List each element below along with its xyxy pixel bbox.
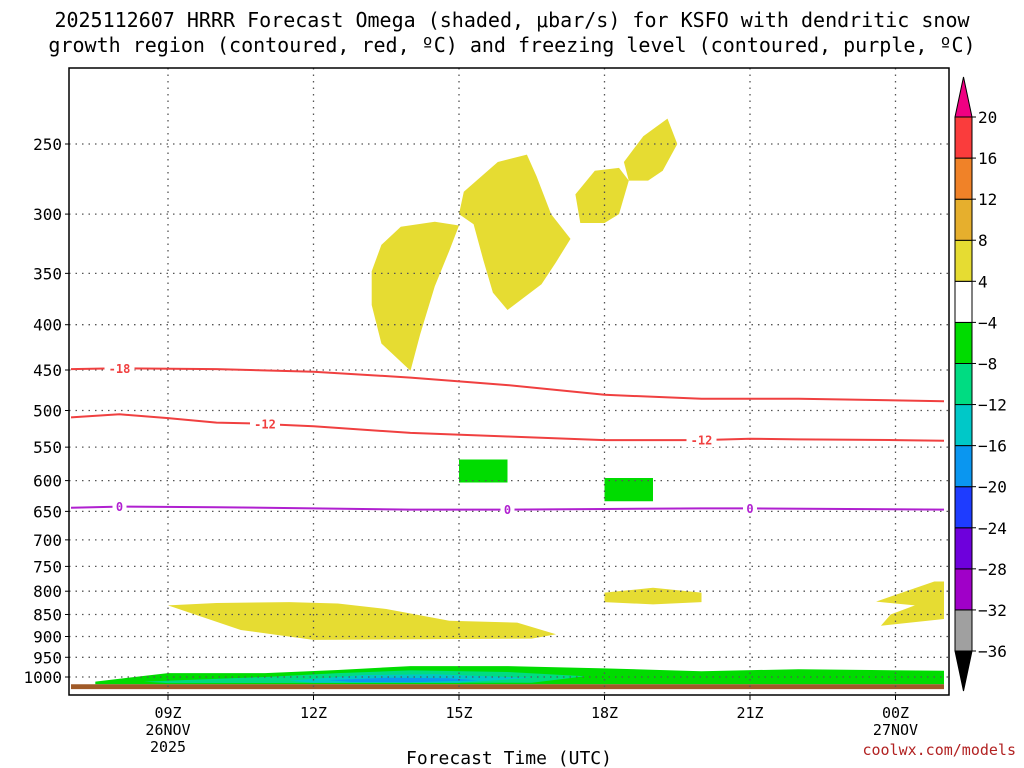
chart-title-line1: 2025112607 HRRR Forecast Omega (shaded, …: [54, 8, 970, 32]
shaded-region-1: [459, 154, 571, 310]
colorbar-label-10: −24: [978, 519, 1007, 538]
shaded-region-2: [575, 167, 629, 223]
contour-label-3-0: 0: [116, 500, 123, 514]
colorbar-segment-5: [954, 404, 973, 447]
colorbar-segment-10: [954, 198, 973, 241]
colorbar-label-6: −8: [978, 354, 997, 373]
shaded-region-4: [168, 602, 556, 640]
colorbar-segment-0: [954, 609, 973, 652]
colorbar-label-11: −28: [978, 560, 1007, 579]
colorbar-label-5: −4: [978, 313, 997, 332]
x-tick-label-21Z: 21Z: [736, 704, 763, 722]
y-tick-label-600: 600: [33, 472, 62, 491]
x-axis-label: Forecast Time (UTC): [406, 748, 612, 768]
pressure-axis: 250 300 350 400 450 500 550 600 650 700 750 800 850 9…: [23, 135, 69, 687]
credit-text: coolwx.com/models: [862, 741, 1016, 759]
y-tick-label-900: 900: [33, 627, 62, 646]
y-tick-label-850: 850: [33, 606, 62, 625]
colorbar-label-9: −20: [978, 478, 1007, 497]
colorbar-segment-11: [954, 157, 973, 200]
x-tick-date-00Z: 27NOV: [873, 721, 918, 739]
colorbar-segment-7: [954, 321, 973, 364]
colorbar-segment-9: [954, 239, 973, 282]
y-tick-label-300: 300: [33, 205, 62, 224]
y-tick-label-950: 950: [33, 648, 62, 667]
y-tick-label-800: 800: [33, 582, 62, 601]
shaded-region-6: [876, 581, 944, 626]
temperature-contours: -18 -12 -12 0 0 0: [70, 361, 945, 517]
x-tick-date-09Z: 26NOV: [145, 721, 190, 739]
colorbar-label-0: 20: [978, 108, 997, 127]
y-tick-label-450: 450: [33, 361, 62, 380]
colorbar-label-7: −12: [978, 396, 1007, 415]
y-tick-label-350: 350: [33, 264, 62, 283]
colorbar-top-arrow: [954, 76, 973, 118]
colorbar-segment-3: [954, 486, 973, 529]
colorbar-label-1: 16: [978, 149, 997, 168]
y-tick-label-750: 750: [33, 557, 62, 576]
x-tick-label-09Z: 09Z: [154, 704, 181, 722]
colorbar-segment-1: [954, 568, 973, 611]
pressure-gridlines: [69, 68, 949, 695]
shaded-region-13: [71, 684, 944, 690]
contour-label-2-0: -12: [691, 434, 713, 448]
y-tick-label-250: 250: [33, 135, 62, 154]
colorbar-label-4: 4: [978, 272, 988, 291]
colorbar-segment-12: [954, 116, 973, 159]
colorbar-bottom-arrow: [954, 650, 973, 692]
contour-label-bg-1-0: [250, 417, 280, 432]
y-tick-label-700: 700: [33, 531, 62, 550]
shaded-region-8: [604, 478, 653, 502]
y-tick-label-1000: 1000: [23, 668, 62, 687]
colorbar-label-13: −36: [978, 642, 1007, 661]
shaded-region-5: [604, 587, 702, 605]
contour-label-bg-3-0: [112, 499, 127, 514]
colorbar-segment-2: [954, 527, 973, 570]
contour-label-bg-3-2: [743, 501, 757, 516]
colorbar-label-2: 12: [978, 190, 997, 209]
plot-frame: [68, 67, 950, 696]
y-tick-label-650: 650: [33, 502, 62, 521]
contour-label-bg-3-1: [500, 502, 515, 517]
x-tick-label-15Z: 15Z: [445, 704, 472, 722]
contour-label-1-0: -12: [254, 418, 276, 432]
shaded-regions: [71, 118, 945, 690]
omega-colorbar: 20 16 12 8 4 −4 −8 −12 −16 −20 −24 −28 −32 −36: [954, 76, 1007, 692]
colorbar-label-3: 8: [978, 231, 988, 250]
y-tick-label-500: 500: [33, 402, 62, 421]
shaded-region-0: [371, 221, 459, 371]
colorbar-segment-4: [954, 445, 973, 488]
contour-line-0: [70, 367, 945, 403]
x-tick-label-00Z: 00Z: [882, 704, 909, 722]
contour-label-0-0: -18: [109, 362, 131, 376]
x-tick-year-09Z: 2025: [150, 738, 186, 756]
colorbar-label-12: −32: [978, 601, 1007, 620]
contour-label-bg-0-0: [104, 361, 135, 376]
x-tick-label-12Z: 12Z: [300, 704, 327, 722]
x-tick-label-18Z: 18Z: [591, 704, 618, 722]
colorbar-segment-6: [954, 363, 973, 406]
colorbar-segment-8: [954, 280, 973, 323]
shaded-region-3: [623, 118, 678, 181]
contour-label-bg-2-0: [686, 433, 717, 448]
y-tick-label-400: 400: [33, 316, 62, 335]
colorbar-label-8: −16: [978, 437, 1007, 456]
chart-title-line2: growth region (contoured, red, ºC) and f…: [48, 33, 975, 57]
shaded-region-12: [328, 677, 479, 683]
contour-label-3-1: 0: [504, 503, 511, 517]
y-tick-label-550: 550: [33, 438, 62, 457]
contour-label-3-2: 0: [746, 502, 753, 516]
shaded-region-7: [459, 459, 508, 483]
contour-line-1: [70, 413, 945, 442]
